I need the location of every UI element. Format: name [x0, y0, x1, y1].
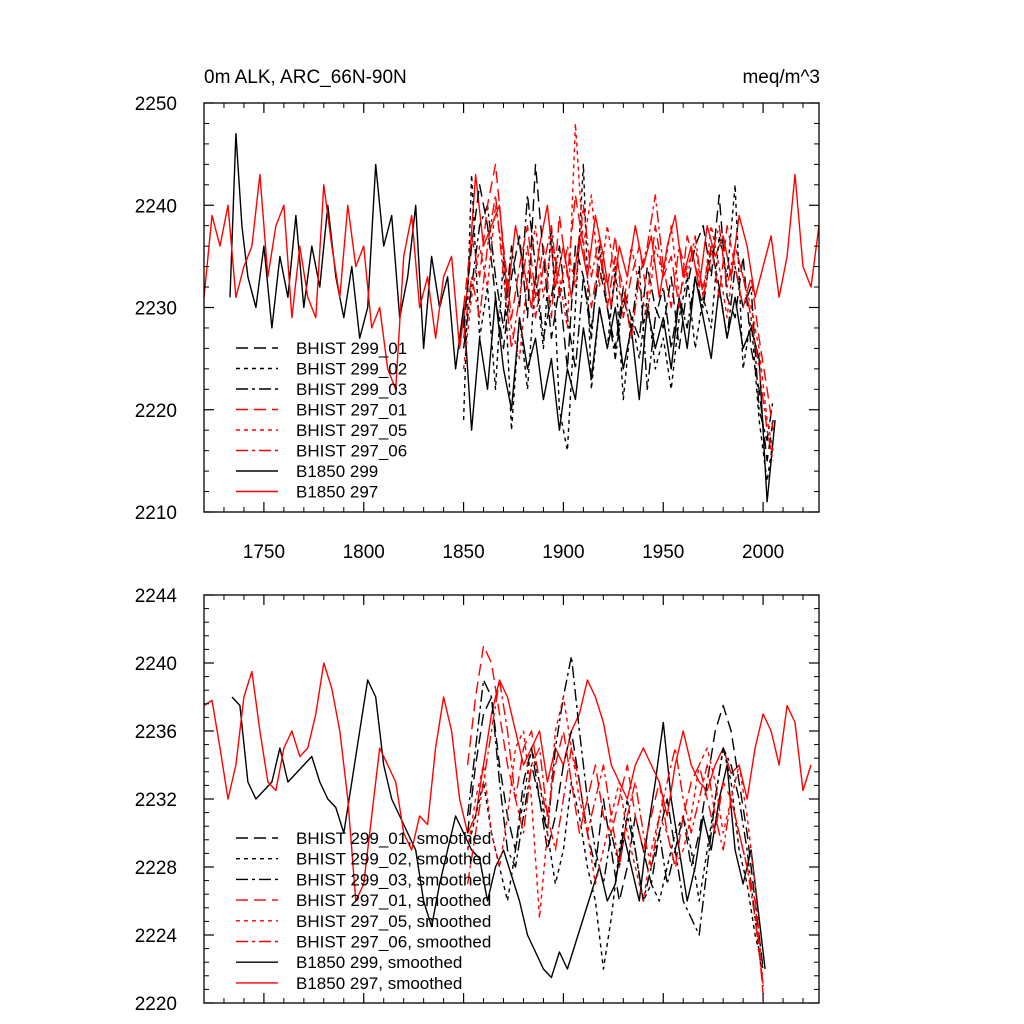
top-legend-label: BHIST 297_05 [296, 421, 407, 440]
top-series-bhist-299-01 [462, 163, 774, 462]
bottom-ytick-label: 2224 [135, 926, 178, 947]
top-legend-label: BHIST 297_06 [296, 442, 407, 461]
top-legend-label: BHIST 299_01 [296, 339, 407, 358]
top-ytick-label: 2230 [135, 299, 177, 320]
top-xtick-label: 1900 [542, 542, 584, 563]
top-legend-label: BHIST 297_01 [296, 401, 407, 420]
bottom-series-lines [203, 645, 812, 995]
bottom-ytick-label: 2240 [135, 654, 177, 675]
top-xtick-label: 1850 [442, 542, 484, 563]
top-series-bhist-297-06 [462, 194, 774, 462]
top-ytick-label: 2240 [135, 196, 177, 217]
bottom-series-bhist-297-01-smoothed [466, 645, 764, 995]
top-legend-label: B1850 299 [296, 462, 378, 481]
top-legend-label: B1850 297 [296, 483, 378, 502]
bottom-panel: 2220 2224 2228 2232 2236 2240 2244 BHIST 299_0… [135, 586, 820, 1015]
top-xtick-label: 1800 [343, 542, 385, 563]
top-series-lines [203, 122, 820, 503]
top-title-right: meq/m^3 [742, 67, 820, 88]
bottom-ytick-label: 2236 [135, 722, 177, 743]
bottom-ytick-label: 2220 [135, 994, 177, 1015]
top-ytick-label: 2250 [135, 94, 177, 115]
bottom-legend-label: BHIST 297_05, smoothed [296, 912, 491, 931]
bottom-ytick-label: 2244 [135, 586, 178, 607]
top-legend-label: BHIST 299_02 [296, 360, 407, 379]
top-xtick-label: 1750 [243, 542, 285, 563]
bottom-legend-label: BHIST 297_01, smoothed [296, 891, 491, 910]
top-legend-label: BHIST 299_03 [296, 380, 407, 399]
bottom-series-bhist-297-06-smoothed [466, 679, 764, 987]
top-ytick-label: 2220 [135, 401, 177, 422]
bottom-legend-label: BHIST 299_01, smoothed [296, 829, 491, 848]
bottom-legend-label: BHIST 299_02, smoothed [296, 850, 491, 869]
top-xtick-label: 1950 [642, 542, 684, 563]
bottom-legend: BHIST 299_01, smoothed BHIST 299_02, smoo… [236, 829, 491, 993]
bottom-legend-label: B1850 297, smoothed [296, 974, 462, 993]
top-series-bhist-297-05 [462, 122, 774, 451]
top-ticks: 2210 2220 2230 2240 2250 1750 1800 1850 1900 1950… [135, 94, 819, 563]
top-ytick-label: 2210 [135, 503, 177, 524]
bottom-legend-label: BHIST 297_06, smoothed [296, 933, 491, 952]
bottom-ytick-label: 2228 [135, 858, 177, 879]
bottom-series-bhist-297-05-smoothed [466, 696, 764, 987]
bottom-ytick-label: 2232 [135, 790, 177, 811]
top-series-bhist-299-03 [462, 194, 774, 442]
bottom-legend-label: BHIST 299_03, smoothed [296, 870, 491, 889]
top-title-left: 0m ALK, ARC_66N-90N [204, 67, 407, 88]
bottom-series-bhist-299-01-smoothed [466, 696, 764, 970]
top-series-bhist-297-01 [462, 163, 774, 431]
bottom-ticks: 2220 2224 2228 2232 2236 2240 2244 [135, 586, 819, 1015]
bottom-series-bhist-299-03-smoothed [466, 655, 764, 987]
top-series-bhist-299-02 [462, 163, 774, 482]
top-panel: 0m ALK, ARC_66N-90N meq/m^3 2210 2220 2230… [135, 67, 820, 563]
top-xtick-label: 2000 [742, 542, 784, 563]
bottom-legend-label: B1850 299, smoothed [296, 953, 462, 972]
